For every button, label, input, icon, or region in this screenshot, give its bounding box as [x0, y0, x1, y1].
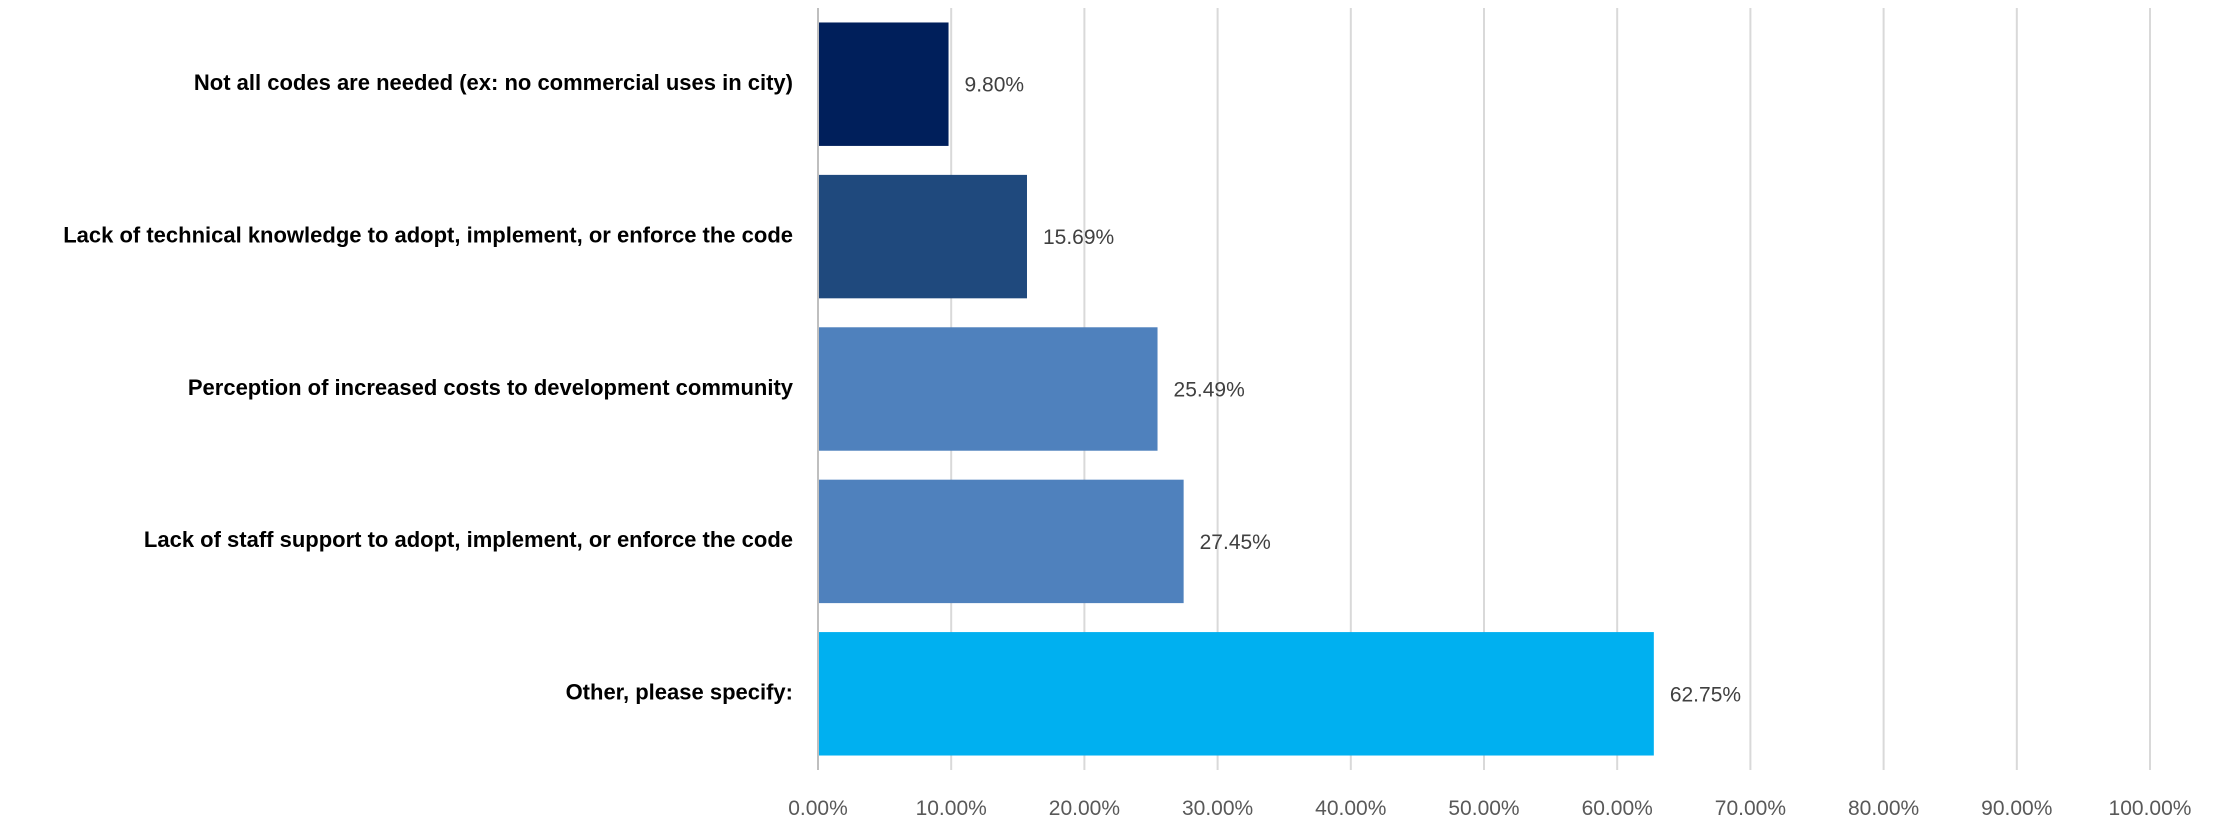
bar	[818, 632, 1654, 756]
data-label: 9.80%	[965, 74, 1025, 97]
x-tick-label: 20.00%	[1049, 797, 1120, 820]
x-tick-label: 40.00%	[1315, 797, 1386, 820]
x-tick-label: 100.00%	[2109, 797, 2192, 820]
x-tick-label: 60.00%	[1582, 797, 1653, 820]
data-label: 15.69%	[1043, 226, 1114, 249]
category-label: Lack of technical knowledge to adopt, im…	[63, 222, 793, 247]
category-labels: Not all codes are needed (ex: no commerc…	[63, 70, 794, 705]
category-label: Other, please specify:	[566, 680, 793, 705]
bar	[818, 174, 1027, 299]
category-label: Lack of staff support to adopt, implemen…	[144, 527, 793, 552]
x-tick-label: 30.00%	[1182, 797, 1253, 820]
x-tick-label: 0.00%	[788, 797, 848, 820]
category-label: Perception of increased costs to develop…	[188, 375, 794, 400]
x-tick-labels: 0.00% 10.00% 20.00% 30.00% 40.00% 50.00% 60.00…	[788, 797, 2191, 820]
x-tick-label: 90.00%	[1981, 797, 2052, 820]
x-tick-label: 70.00%	[1715, 797, 1786, 820]
bar	[818, 479, 1184, 604]
data-label: 27.45%	[1200, 531, 1271, 554]
x-tick-label: 10.00%	[916, 797, 987, 820]
data-label: 62.75%	[1670, 683, 1741, 706]
x-tick-label: 50.00%	[1448, 797, 1519, 820]
data-label: 25.49%	[1174, 379, 1245, 402]
gridlines	[950, 8, 2151, 770]
bar	[818, 327, 1158, 451]
x-tick-label: 80.00%	[1848, 797, 1919, 820]
data-labels: 9.80% 15.69% 25.49% 27.45% 62.75%	[965, 74, 1742, 707]
category-label: Not all codes are needed (ex: no commerc…	[194, 70, 793, 95]
bars	[818, 22, 1654, 756]
bar	[818, 22, 949, 146]
